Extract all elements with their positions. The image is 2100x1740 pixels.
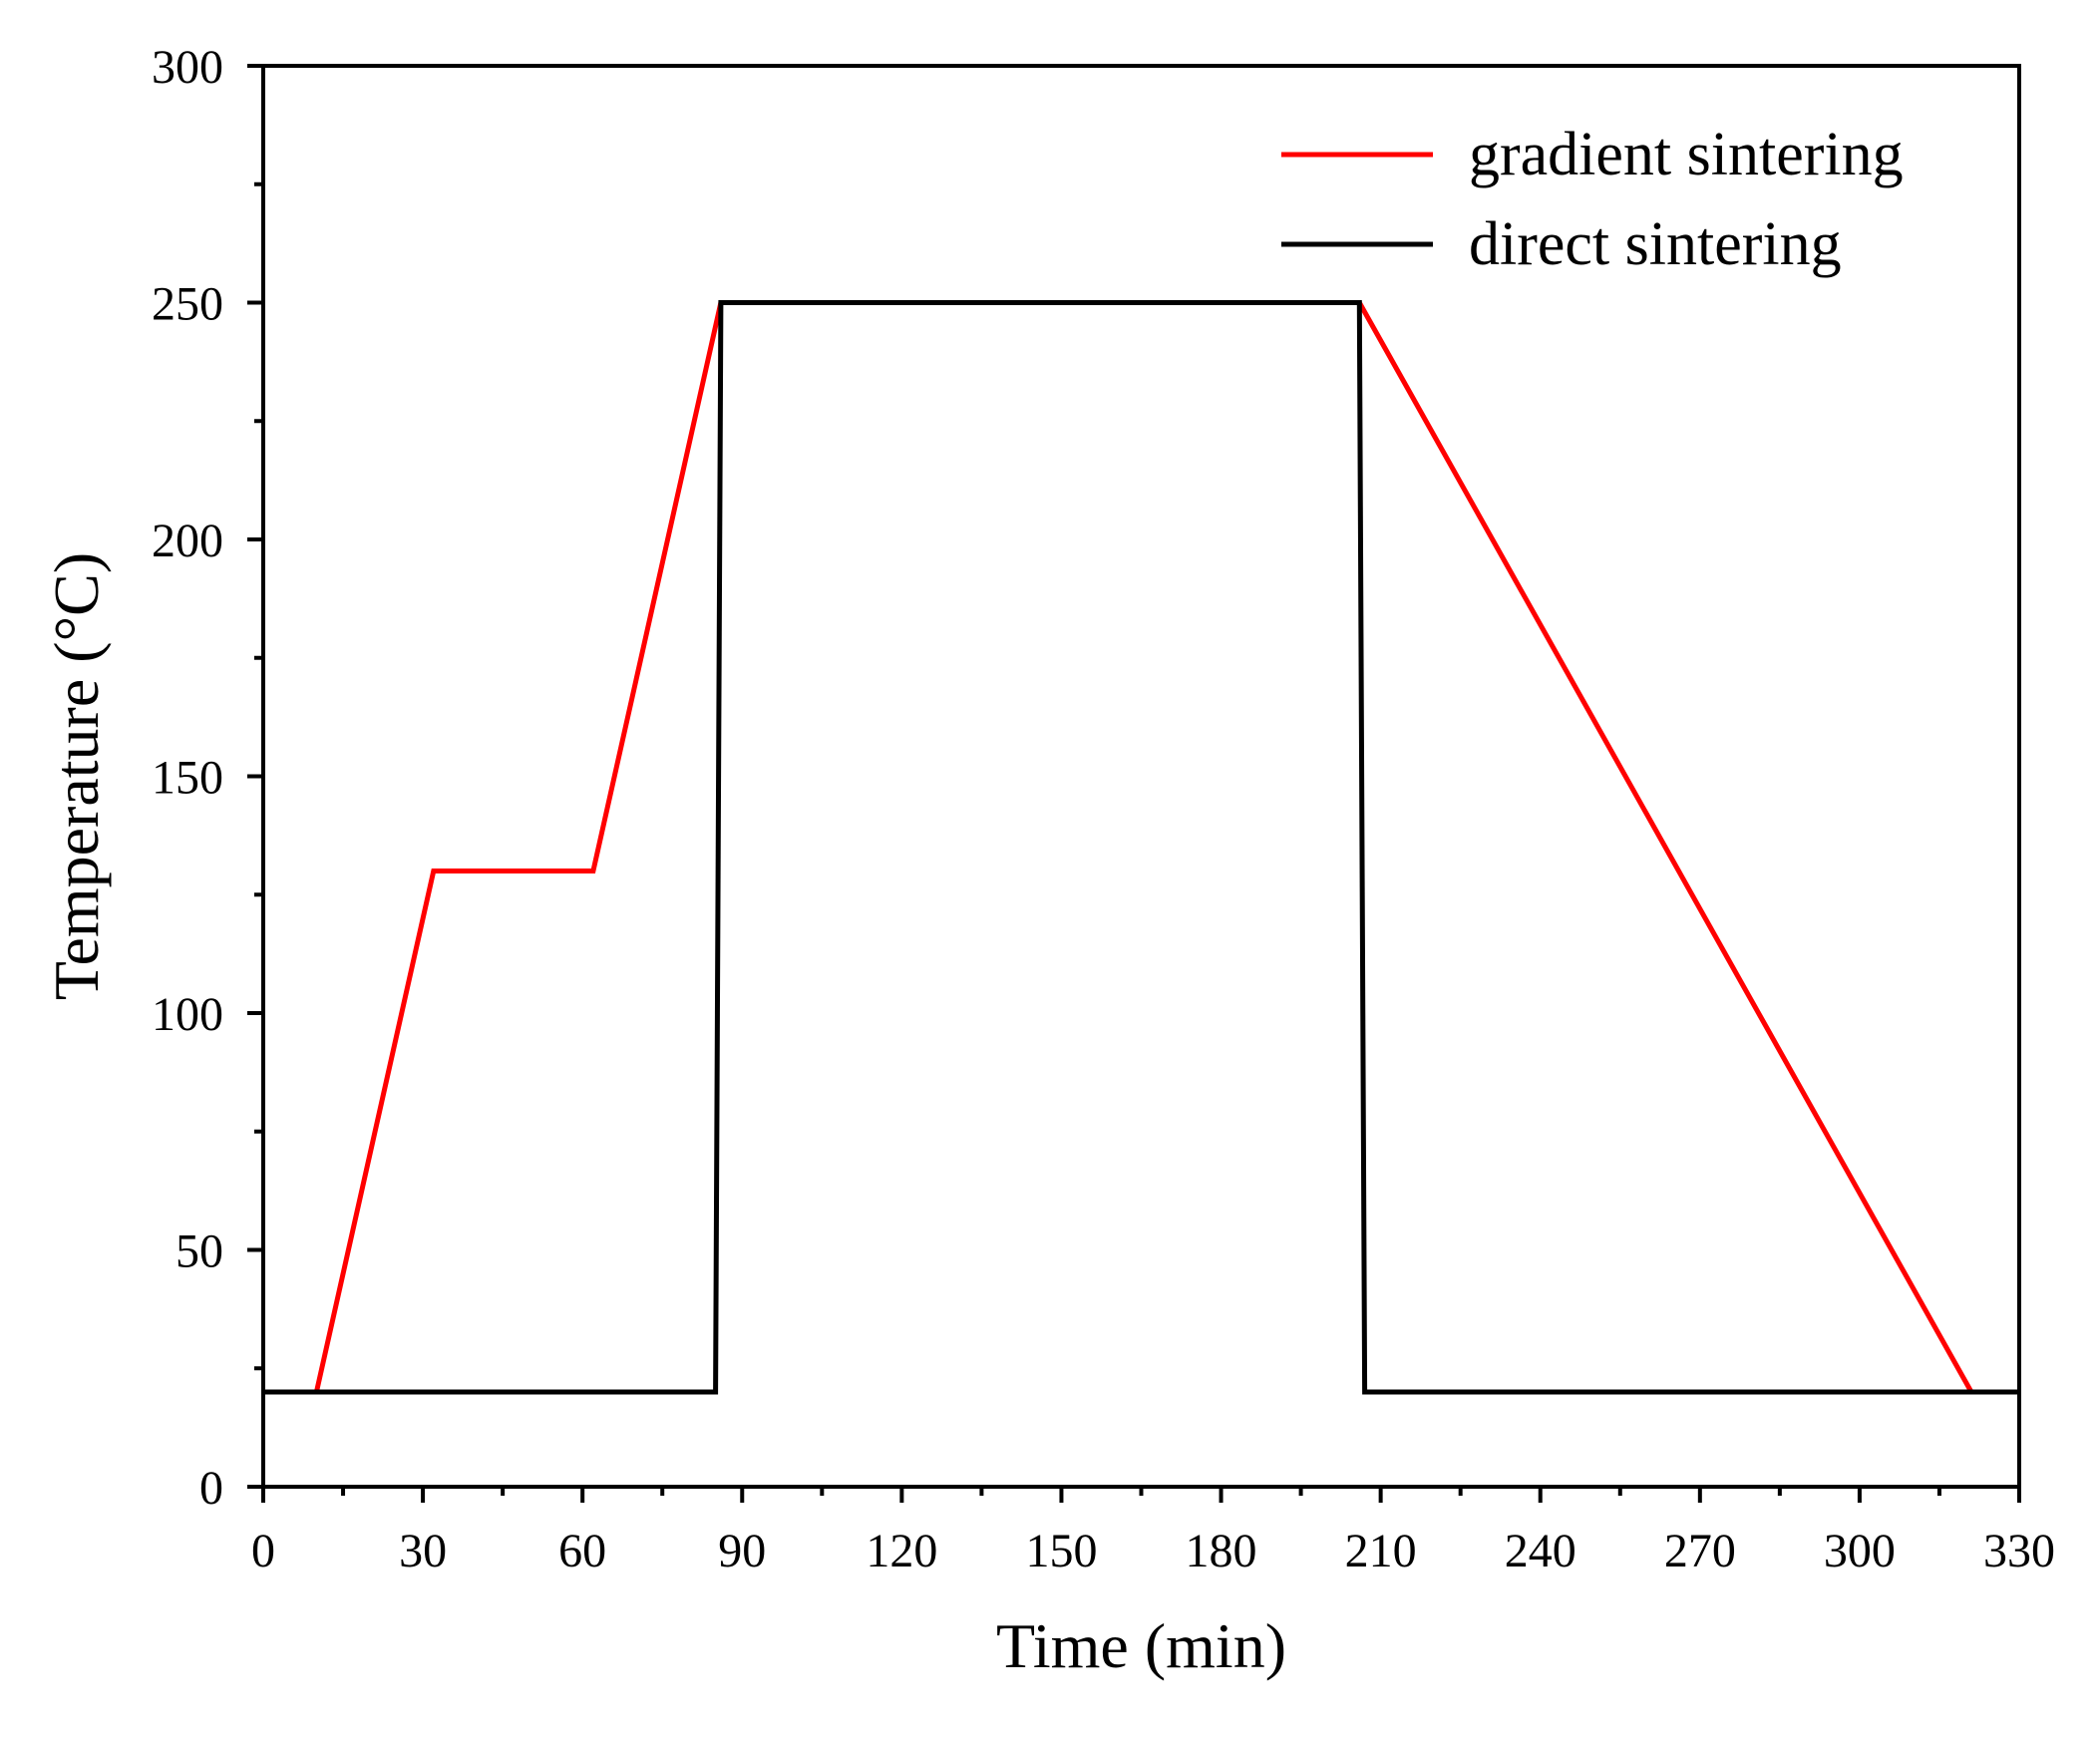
series-layer xyxy=(263,300,2019,1395)
y-tick-label: 0 xyxy=(199,1462,223,1515)
y-tick-label: 200 xyxy=(152,515,223,567)
x-tick-label: 180 xyxy=(1186,1525,1257,1577)
x-tick-label: 210 xyxy=(1345,1525,1417,1577)
x-axis-title: Time (min) xyxy=(996,1610,1286,1681)
x-tick-label: 330 xyxy=(1983,1525,2055,1577)
x-tick-label: 0 xyxy=(251,1525,275,1577)
y-tick-label: 50 xyxy=(175,1225,223,1278)
legend-label-1: gradient sintering xyxy=(1469,121,1904,188)
x-tick-label: 90 xyxy=(718,1525,766,1577)
series-line-2 xyxy=(263,300,2019,1395)
x-tick-label: 150 xyxy=(1025,1525,1097,1577)
x-tick-label: 60 xyxy=(558,1525,606,1577)
y-tick-label: 250 xyxy=(152,278,223,331)
series-line-1 xyxy=(313,300,1974,1394)
plot-area-frame xyxy=(261,64,2021,1489)
y-tick-label: 150 xyxy=(152,752,223,805)
x-tick-label: 300 xyxy=(1824,1525,1896,1577)
axis-ticks xyxy=(247,64,2021,1503)
x-tick-label: 240 xyxy=(1505,1525,1576,1577)
x-tick-label: 30 xyxy=(399,1525,447,1577)
y-tick-label: 300 xyxy=(152,41,223,94)
legend: gradient sintering direct sintering xyxy=(1281,121,1904,278)
tick-labels: 0 30 60 90 120 150 180 210 240 270 300 330 0 50 100 150… xyxy=(152,41,2055,1577)
x-tick-label: 120 xyxy=(866,1525,937,1577)
y-tick-label: 100 xyxy=(152,988,223,1041)
legend-label-2: direct sintering xyxy=(1469,210,1842,278)
x-tick-label: 270 xyxy=(1664,1525,1736,1577)
y-axis-title: Temperature (°C) xyxy=(41,552,112,1000)
